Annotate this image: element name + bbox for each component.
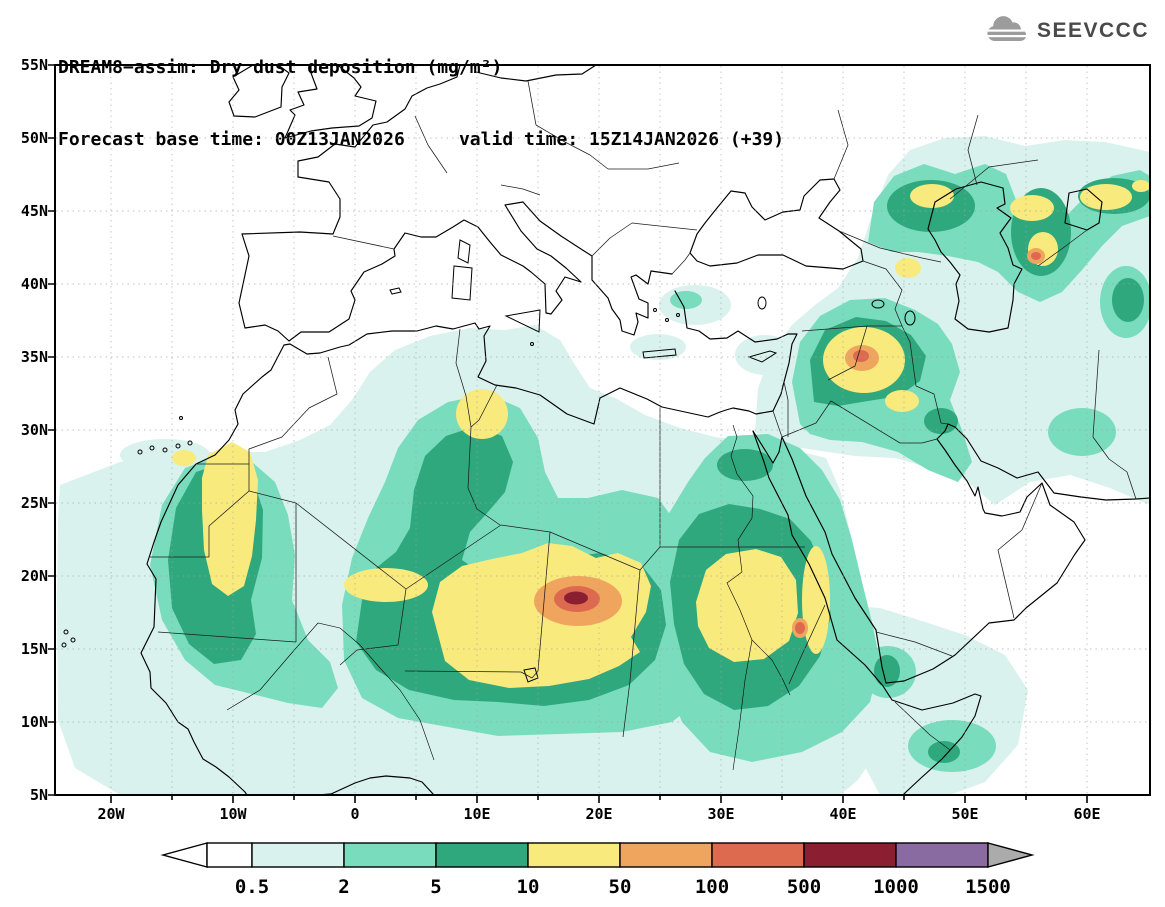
lon-label: 30E [707, 805, 734, 823]
lat-label: 10N [21, 713, 48, 731]
lat-label: 55N [21, 56, 48, 74]
colorbar-label: 50 [609, 876, 632, 898]
colorbar-label: 5 [430, 876, 441, 898]
lat-label: 50N [21, 129, 48, 147]
colorbar-segment [619, 842, 713, 868]
colorbar-segment [803, 842, 897, 868]
colorbar-label: 1000 [873, 876, 919, 898]
cloud-icon [986, 16, 1029, 42]
lat-label: 45N [21, 202, 48, 220]
axis-ticks-left [48, 64, 55, 796]
colorbar-segment [711, 842, 805, 868]
lon-label: 0 [350, 805, 359, 823]
colorbar-left-arrow [160, 842, 208, 868]
colorbar-right-arrow [987, 842, 1035, 868]
islands-lakes [61, 239, 916, 683]
map-title: DREAM8−assim: Dry dust deposition (mg/m²… [58, 57, 503, 78]
rivers [226, 424, 791, 771]
colorbar-segment [206, 842, 253, 868]
colorbar-segment [251, 842, 345, 868]
map-subtitle: Forecast base time: 00Z13JAN2026 valid t… [58, 129, 785, 150]
lon-label: 10E [463, 805, 490, 823]
country-borders [150, 80, 1137, 751]
colorbar: 0.5 2 5 10 50 100 500 1000 1500 [160, 842, 1035, 898]
lat-label: 5N [30, 786, 48, 804]
lon-label: 10W [219, 805, 247, 823]
lon-axis: 20W 10W 0 10E 20E 30E 40E 50E 60E [97, 805, 1100, 823]
title-block: DREAM8−assim: Dry dust deposition (mg/m²… [58, 8, 784, 176]
lat-label: 15N [21, 640, 48, 658]
colorbar-label: 1500 [965, 876, 1011, 898]
lat-label: 25N [21, 494, 48, 512]
lon-label: 50E [951, 805, 978, 823]
dust-fill-layers [57, 136, 1149, 794]
lon-label: 60E [1073, 805, 1100, 823]
colorbar-label: 0.5 [235, 876, 269, 898]
lon-label: 40E [829, 805, 856, 823]
lon-label: 20W [97, 805, 125, 823]
coastlines [140, 66, 1149, 794]
colorbar-labels: 0.5 2 5 10 50 100 500 1000 1500 [235, 876, 1011, 898]
colorbar-segment [435, 842, 529, 868]
colorbar-label: 2 [338, 876, 349, 898]
colorbar-segment [343, 842, 437, 868]
colorbar-segment [527, 842, 621, 868]
lat-label: 30N [21, 421, 48, 439]
gridlines [56, 66, 1149, 794]
axis-ticks-bottom [110, 795, 1088, 803]
seevccc-logo: SEEVCCC [984, 16, 1149, 46]
lat-label: 35N [21, 348, 48, 366]
lon-label: 20E [585, 805, 612, 823]
colorbar-label: 10 [517, 876, 540, 898]
logo-text: SEEVCCC [1036, 19, 1149, 42]
lat-label: 20N [21, 567, 48, 585]
lat-label: 40N [21, 275, 48, 293]
lat-axis: 55N 50N 45N 40N 35N 30N 25N 20N 15N 10N … [21, 56, 48, 804]
colorbar-segment [895, 842, 989, 868]
colorbar-label: 500 [787, 876, 821, 898]
colorbar-label: 100 [695, 876, 729, 898]
